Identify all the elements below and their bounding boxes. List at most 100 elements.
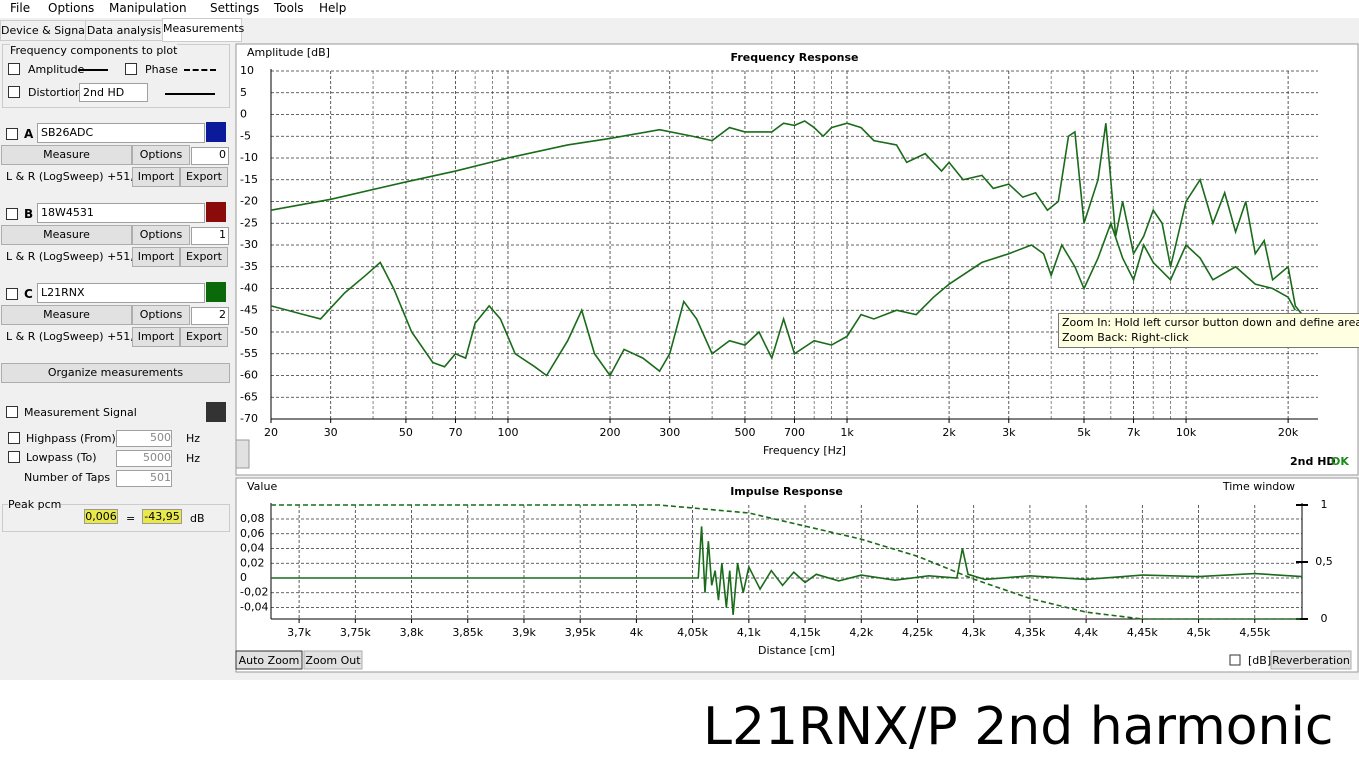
color-swatch[interactable] xyxy=(206,122,226,142)
y-tick-label: -65 xyxy=(240,390,258,403)
x-axis-label: Distance [cm] xyxy=(758,644,835,657)
menu-item[interactable]: File xyxy=(10,1,31,15)
measure-button[interactable]: Measure xyxy=(1,305,132,325)
tab[interactable]: Data analysis xyxy=(85,20,163,41)
checkbox[interactable] xyxy=(8,63,20,75)
auto-zoom-button[interactable] xyxy=(235,650,303,670)
y-tick-label: 0,02 xyxy=(240,556,265,569)
options-button[interactable]: Options xyxy=(132,225,190,245)
options-button[interactable]: Options xyxy=(132,145,190,165)
menu-item[interactable]: Manipulation xyxy=(109,1,187,15)
dropdown[interactable]: 2nd HD xyxy=(79,83,148,102)
x-tick-label: 3,85k xyxy=(452,626,483,639)
x-tick-label: 1k xyxy=(840,426,854,439)
checkbox[interactable] xyxy=(8,86,20,98)
checkbox[interactable] xyxy=(6,208,18,220)
x-tick-label: 4,05k xyxy=(677,626,708,639)
x-tick-label: 3,95k xyxy=(565,626,596,639)
y-tick-label: -40 xyxy=(240,282,258,295)
checkbox[interactable] xyxy=(125,63,137,75)
export-button[interactable]: Export xyxy=(180,167,228,187)
letter: C xyxy=(24,287,33,301)
organize-button[interactable]: Organize measurements xyxy=(1,363,230,383)
y-tick-label: 0,06 xyxy=(240,527,265,540)
tooltip-line: Zoom Back: Right-click xyxy=(1062,331,1189,344)
x-tick-label: 4,1k xyxy=(737,626,761,639)
series-line xyxy=(270,120,1303,316)
x-tick-label: 100 xyxy=(497,426,518,439)
y2-tick-label: 1 xyxy=(1321,498,1328,511)
measure-button[interactable]: Measure xyxy=(1,145,132,165)
y-tick-label: -15 xyxy=(240,173,258,186)
zoom-out-button[interactable] xyxy=(303,650,363,670)
y-tick-label: 0 xyxy=(240,571,247,584)
menu-item[interactable]: Tools xyxy=(274,1,304,15)
name-dropdown[interactable]: L21RNX xyxy=(37,283,205,303)
x-axis-label: Frequency [Hz] xyxy=(763,444,846,457)
y-tick-label: -10 xyxy=(240,151,258,164)
line-sample xyxy=(184,69,216,71)
checkbox[interactable] xyxy=(6,128,18,140)
x-tick-label: 500 xyxy=(734,426,755,439)
measure-button[interactable]: Measure xyxy=(1,225,132,245)
options-button[interactable]: Options xyxy=(132,305,190,325)
export-button[interactable]: Export xyxy=(180,247,228,267)
x-tick-label: 4k xyxy=(630,626,644,639)
y-tick-label: 0,04 xyxy=(240,542,265,555)
y-tick-label: -55 xyxy=(240,347,258,360)
checkbox[interactable] xyxy=(1229,654,1241,666)
x-tick-label: 70 xyxy=(448,426,462,439)
tab[interactable]: Measurements xyxy=(162,18,244,42)
checkbox[interactable] xyxy=(6,288,18,300)
db-label: [dB] xyxy=(1248,654,1271,667)
color-swatch[interactable] xyxy=(206,282,226,302)
tab[interactable]: Device & Signal xyxy=(0,20,88,41)
export-button[interactable]: Export xyxy=(180,327,228,347)
y2-axis-label: Time window xyxy=(1222,480,1295,493)
menu-item[interactable]: Settings xyxy=(210,1,260,15)
y-tick-label: -30 xyxy=(240,238,258,251)
y-tick-label: -45 xyxy=(240,303,258,316)
x-tick-label: 10k xyxy=(1176,426,1197,439)
input[interactable]: 500 xyxy=(116,430,172,447)
name-dropdown[interactable]: 18W4531 xyxy=(37,203,205,223)
import-button[interactable]: Import xyxy=(132,327,180,347)
x-tick-label: 4,35k xyxy=(1014,626,1045,639)
spin[interactable]: 1 xyxy=(191,227,229,245)
name-dropdown[interactable]: SB26ADC xyxy=(37,123,205,143)
y-tick-label: 0 xyxy=(240,108,247,121)
x-tick-label: 2k xyxy=(942,426,956,439)
x-tick-label: 4,45k xyxy=(1127,626,1158,639)
import-button[interactable]: Import xyxy=(132,247,180,267)
spin[interactable]: 2 xyxy=(191,307,229,325)
pcm-value: 0,006 xyxy=(84,509,118,524)
spin[interactable]: 0 xyxy=(191,147,229,165)
menu-item[interactable]: Options xyxy=(48,1,95,15)
input[interactable]: 501 xyxy=(116,470,172,487)
y-tick-label: 0,08 xyxy=(240,512,265,525)
db-value: -43,95 xyxy=(142,509,182,524)
reverberation-button[interactable] xyxy=(1270,650,1352,670)
checkbox[interactable] xyxy=(6,406,18,418)
button-label: Zoom Out xyxy=(305,654,361,667)
color-swatch[interactable] xyxy=(206,202,226,222)
y-tick-label: -0,02 xyxy=(240,586,268,599)
scroll-button[interactable] xyxy=(235,439,250,469)
color-swatch[interactable] xyxy=(206,402,226,422)
series-line xyxy=(270,220,1297,378)
checkbox[interactable] xyxy=(8,432,20,444)
y2-tick-label: 0,5 xyxy=(1315,555,1333,568)
peak-group xyxy=(2,504,230,532)
menu-item[interactable]: Help xyxy=(319,1,347,15)
checkbox[interactable] xyxy=(8,451,20,463)
label: Amplitude xyxy=(28,63,85,76)
x-tick-label: 4,3k xyxy=(962,626,986,639)
x-tick-label: 4,2k xyxy=(849,626,873,639)
x-tick-label: 700 xyxy=(784,426,805,439)
input[interactable]: 5000 xyxy=(116,450,172,467)
x-tick-label: 3,8k xyxy=(400,626,424,639)
x-tick-label: 300 xyxy=(659,426,680,439)
chart-title: Frequency Response xyxy=(731,51,859,64)
import-button[interactable]: Import xyxy=(132,167,180,187)
